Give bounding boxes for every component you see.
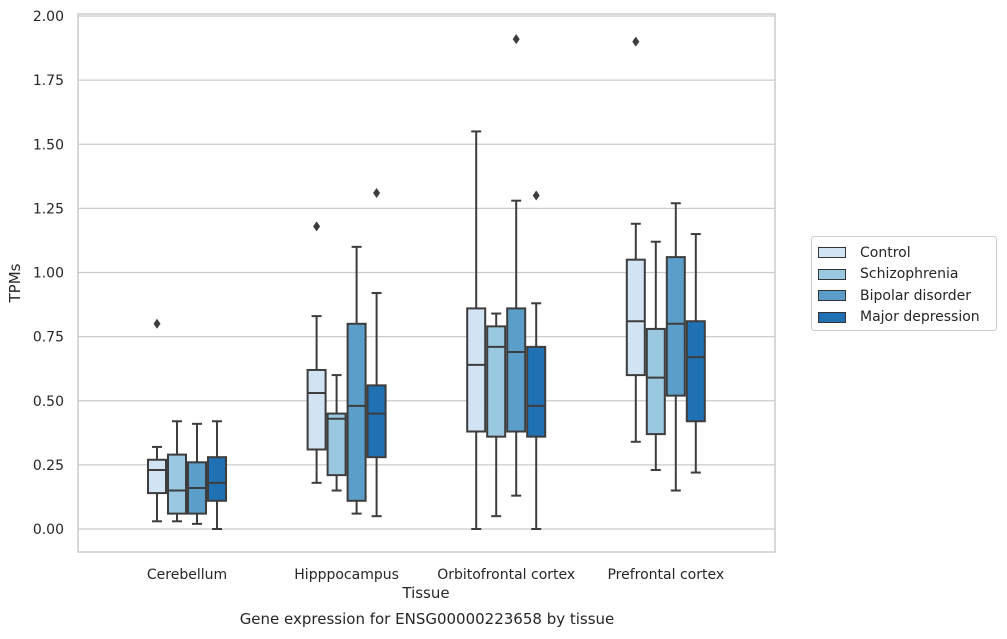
legend-item: Schizophrenia	[818, 264, 996, 286]
y-tick-label: 0.50	[33, 394, 64, 410]
y-tick-label: 2.00	[33, 9, 64, 25]
outlier-marker	[512, 34, 520, 45]
iqr-box	[466, 307, 487, 433]
plot-frame	[77, 13, 776, 553]
box-major-depression	[526, 190, 547, 530]
legend-swatch	[818, 290, 846, 302]
iqr-box	[147, 458, 167, 495]
x-tick-labels: Cerebellum Hipppocampus Orbitofrontal cort…	[147, 567, 724, 583]
legend-label: Control	[860, 244, 911, 261]
legend: Control Schizophrenia Bipolar disorder Majo…	[811, 236, 997, 331]
box-control	[306, 221, 327, 484]
y-tick-label: 1.00	[33, 266, 64, 282]
x-tick-label: Hipppocampus	[294, 567, 399, 583]
x-axis-label: Tissue	[401, 584, 449, 602]
legend-label: Major depression	[860, 309, 980, 326]
iqr-box	[207, 456, 227, 502]
legend-swatch	[818, 311, 846, 323]
iqr-box	[645, 327, 666, 436]
iqr-box	[167, 453, 187, 515]
legend-swatch	[818, 247, 846, 259]
y-axis-label: TPMs	[6, 263, 24, 303]
iqr-box	[346, 322, 367, 502]
iqr-box	[306, 368, 327, 451]
outlier-marker	[313, 221, 321, 232]
outlier-marker	[632, 36, 640, 47]
iqr-box	[625, 258, 646, 377]
iqr-box	[486, 325, 507, 438]
y-tick-label: 1.75	[33, 73, 64, 89]
y-tick-label: 1.25	[33, 201, 64, 217]
iqr-box	[366, 384, 387, 459]
outlier-marker	[532, 190, 540, 201]
y-tick-label: 0.75	[33, 330, 64, 346]
box-bipolar-disorder	[187, 422, 207, 525]
box-major-depression	[366, 187, 387, 518]
y-tick-label: 0.00	[33, 522, 64, 538]
outlier-marker	[373, 187, 381, 198]
legend-swatch	[818, 268, 846, 280]
box-series	[147, 34, 706, 530]
legend-label: Bipolar disorder	[860, 287, 972, 304]
legend-label: Schizophrenia	[860, 266, 959, 283]
box-bipolar-disorder	[665, 202, 686, 492]
iqr-box	[506, 307, 527, 433]
box-control	[625, 36, 646, 443]
box-control	[147, 318, 167, 523]
box-schizophrenia	[486, 312, 507, 518]
x-tick-label: Prefrontal cortex	[607, 567, 724, 583]
y-tick-labels: 0.00 0.25 0.50 0.75 1.00 1.25 1.50 1.75 2.00	[33, 9, 64, 538]
legend-item: Bipolar disorder	[818, 285, 996, 307]
box-schizophrenia	[645, 240, 666, 472]
iqr-box	[665, 256, 686, 397]
x-tick-label: Cerebellum	[147, 567, 227, 583]
box-major-depression	[207, 420, 227, 530]
box-schizophrenia	[167, 420, 187, 523]
iqr-box	[326, 412, 347, 477]
box-schizophrenia	[326, 374, 347, 492]
box-control	[466, 130, 487, 530]
outlier-marker	[153, 318, 161, 329]
y-tick-label: 0.25	[33, 458, 64, 474]
iqr-box	[685, 320, 706, 423]
box-bipolar-disorder	[346, 245, 367, 515]
y-tick-label: 1.50	[33, 137, 64, 153]
legend-item: Control	[818, 242, 996, 264]
x-tick-label: Orbitofrontal cortex	[437, 567, 575, 583]
box-bipolar-disorder	[506, 34, 527, 497]
legend-item: Major depression	[818, 307, 996, 329]
iqr-box	[526, 345, 547, 438]
chart-caption: Gene expression for ENSG00000223658 by t…	[239, 610, 615, 628]
box-major-depression	[685, 233, 706, 474]
